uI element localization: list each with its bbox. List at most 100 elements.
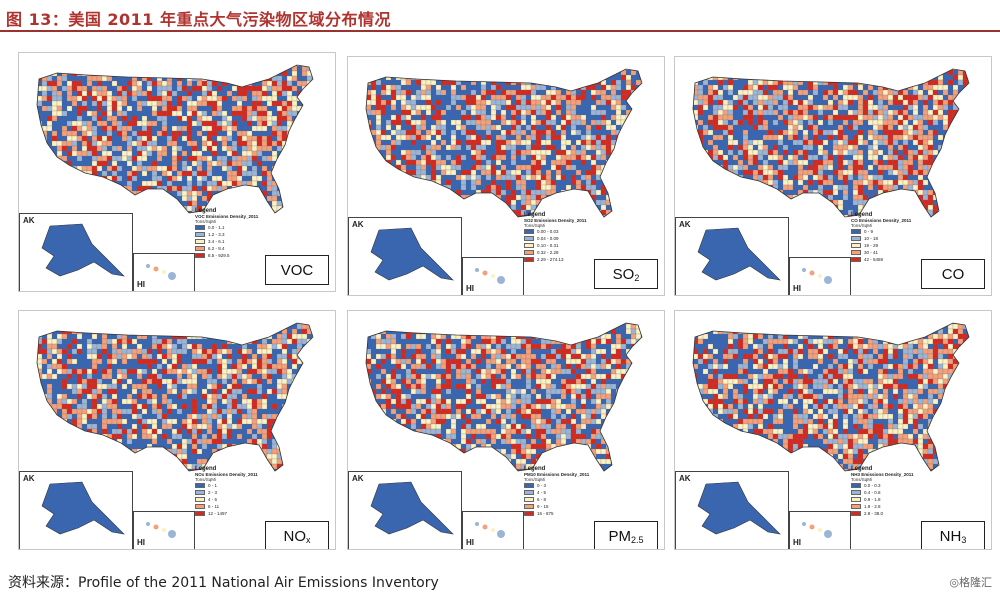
legend-swatch [851,504,861,509]
source-note: 资料来源：Profile of the 2011 National Air Em… [8,575,439,591]
legend-unit: Tons/SqMi [851,477,873,482]
legend-row: 10 - 18 [851,235,951,242]
alaska-label: AK [23,474,35,483]
legend-swatch [851,483,861,488]
figure-title: 图 13：美国 2011 年重点大气污染物区域分布情况 [6,10,392,29]
hawaii-inset: HI [789,511,851,549]
legend-swatch [524,229,534,234]
legend-swatch [524,511,534,516]
legend-range-label: 1.2 - 3.3 [208,232,225,237]
map-legend: Legend PM10 Emissions Density_2011 Tons/Sq… [524,466,624,517]
legend-row: 1.9 - 2.8 [851,503,951,510]
legend-row: 2.29 - 274.13 [524,256,624,263]
hawaii-shape [146,264,176,280]
legend-title: VOC Emissions Density_2011 [195,214,259,219]
legend-range-label: 0 - 3 [537,483,547,488]
us-choropleth-map [36,64,314,214]
legend-unit: Tons/SqMi [851,223,873,228]
hawaii-shape [146,522,176,538]
legend-row: 6 - 11 [195,503,295,510]
legend-swatch [195,232,205,237]
legend-row: 1.2 - 3.3 [195,231,295,238]
legend-row: 0.0 - 1.1 [195,224,295,231]
legend-swatch [851,257,861,262]
legend-range-label: 2.29 - 274.13 [537,257,564,262]
map-panel-so2: AK HI Legend SO2 Emissions Density_2011 Tons… [347,56,665,296]
pollutant-name: VOC [280,261,314,279]
legend-title: CO Emissions Density_2011 [851,218,912,223]
legend-row: 6.2 - 8.4 [195,245,295,252]
us-choropleth-map [365,68,643,218]
hawaii-inset: HI [133,253,195,291]
alaska-shape [370,227,454,281]
alaska-shape [41,481,125,535]
legend-range-label: 0.4 - 0.8 [864,490,881,495]
us-choropleth-map [36,322,314,472]
legend-swatch [851,229,861,234]
pollutant-name: NH [939,527,962,545]
pollutant-name: SO [612,265,635,283]
hawaii-inset: HI [789,257,851,295]
legend-row: 0.4 - 0.8 [851,489,951,496]
legend-swatch [195,511,205,516]
legend-range-label: 3.4 - 6.1 [208,239,225,244]
legend-swatch [851,236,861,241]
legend-unit: Tons/SqMi [195,219,217,224]
legend-swatch [524,236,534,241]
legend-range-label: 1.9 - 2.8 [864,504,881,509]
map-legend: Legend NH3 Emissions Density_2011 Tons/SqM… [851,466,951,517]
legend-swatch [524,243,534,248]
legend-row: 0.32 - 2.28 [524,249,624,256]
us-choropleth-map [692,322,970,472]
legend-range-label: 10 - 18 [864,236,879,241]
legend-swatch [851,250,861,255]
legend-heading: Legend [195,208,217,214]
alaska-inset: AK [348,217,462,295]
us-choropleth-map [692,68,970,218]
map-legend: Legend VOC Emissions Density_2011 Tons/SqM… [195,208,295,259]
legend-range-label: 0.04 - 0.09 [537,236,559,241]
hawaii-shape [802,268,832,284]
hawaii-label: HI [137,280,145,289]
legend-range-label: 0 - 1 [208,483,218,488]
legend-range-label: 2.9 - 38.0 [864,511,884,516]
legend-range-label: 12 - 1497 [208,511,228,516]
legend-row: 9 - 15 [524,503,624,510]
pollutant-subscript: x [306,535,311,545]
legend-swatch [524,490,534,495]
legend-swatch [195,225,205,230]
map-legend: Legend SO2 Emissions Density_2011 Tons/SqM… [524,212,624,263]
legend-row: 30 - 41 [851,249,951,256]
legend-swatch [195,253,205,258]
legend-row: 2 - 3 [195,489,295,496]
legend-row: 0 - 3 [524,482,624,489]
legend-range-label: 0.0 - 0.3 [864,483,881,488]
legend-row: 0.04 - 0.09 [524,235,624,242]
map-panel-co: AK HI Legend CO Emissions Density_2011 Tons/… [674,56,992,296]
legend-row: 0 - 9 [851,228,951,235]
pollutant-subscript: 2 [634,273,640,283]
legend-swatch [195,246,205,251]
hawaii-inset: HI [462,257,524,295]
legend-heading: Legend [851,466,873,472]
legend-swatch [851,511,861,516]
title-divider [0,30,1000,32]
legend-row: 0.9 - 1.8 [851,496,951,503]
alaska-label: AK [352,474,364,483]
legend-title: NH3 Emissions Density_2011 [851,472,914,477]
county-cells [37,323,313,471]
legend-heading: Legend [524,212,546,218]
legend-title: PM10 Emissions Density_2011 [524,472,590,477]
legend-range-label: 0.32 - 2.28 [537,250,559,255]
legend-unit: Tons/SqMi [524,223,546,228]
hawaii-shape [802,522,832,538]
alaska-label: AK [679,220,691,229]
map-panel-pm25: AK HI Legend PM10 Emissions Density_2011 Ton… [347,310,665,550]
map-panel-nox: AK HI Legend NOx Emissions Density_2011 Tons… [18,310,336,550]
legend-swatch [195,490,205,495]
alaska-inset: AK [19,471,133,549]
legend-range-label: 0.0 - 1.1 [208,225,225,230]
legend-swatch [524,257,534,262]
legend-swatch [851,243,861,248]
map-panel-nh3: AK HI Legend NH3 Emissions Density_2011 Tons… [674,310,992,550]
